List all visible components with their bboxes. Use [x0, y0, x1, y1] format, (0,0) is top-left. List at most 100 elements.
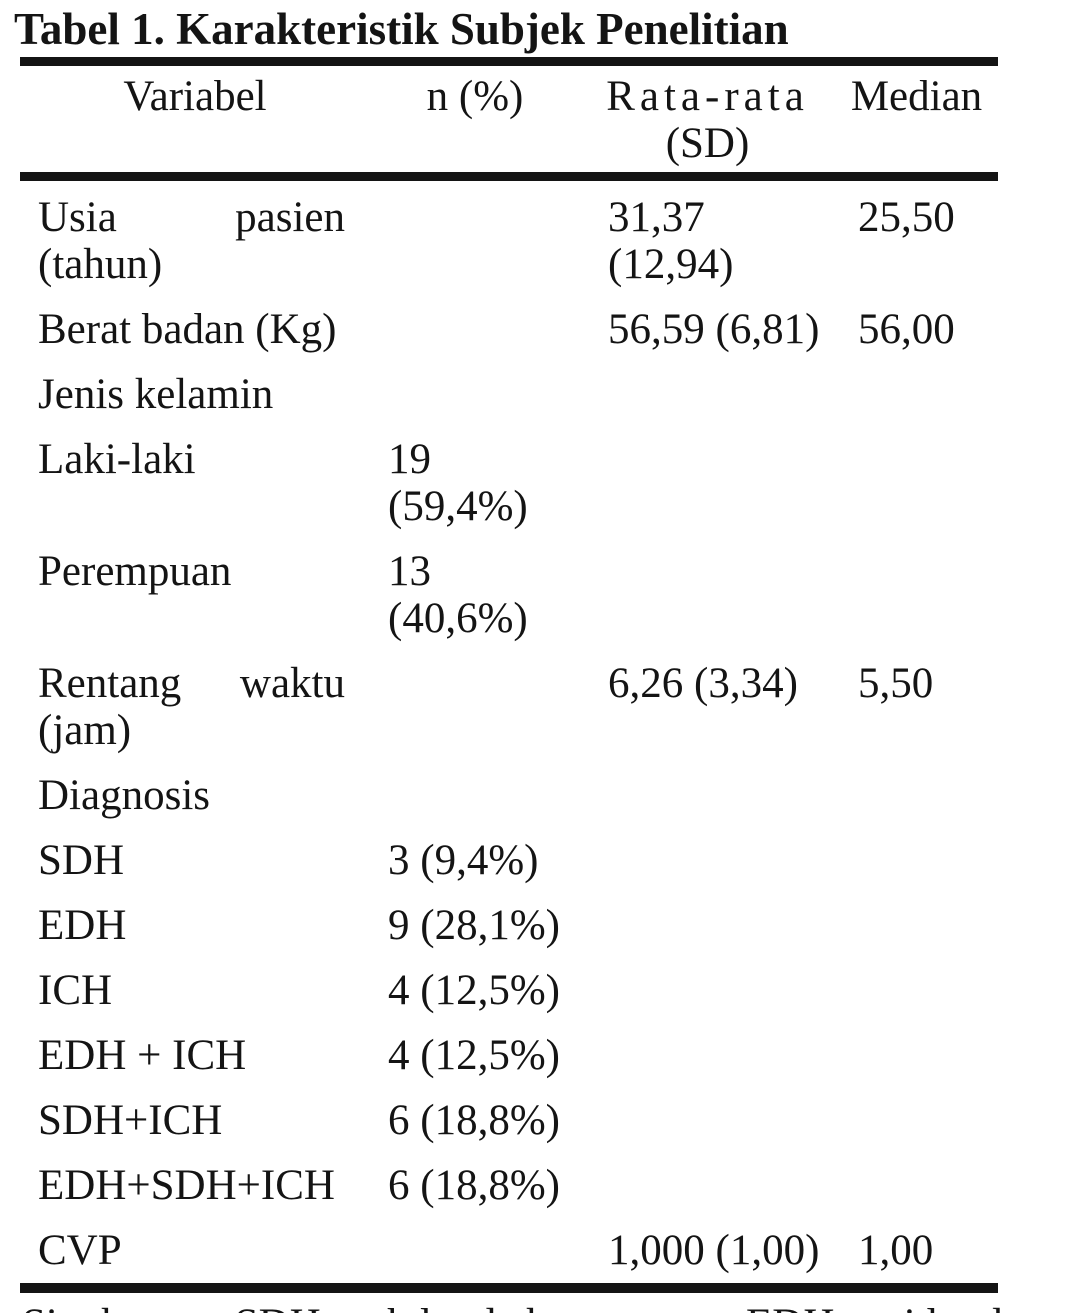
table-body: Usia pasien (tahun) 31,37 (12,94) 25,50 Berat … [20, 177, 998, 1289]
row-n-percent-value: 4 (12,5%) [388, 967, 560, 1014]
table-row: SDH+ICH 6 (18,8%) [20, 1088, 998, 1153]
row-median-cell [835, 1023, 998, 1088]
row-n-percent-cell [370, 651, 580, 763]
row-mean-sd-cell: 1,000 (1,00) [580, 1218, 835, 1288]
row-label-cell: SDH+ICH [20, 1088, 370, 1153]
row-n-percent-value: 6 (18,8%) [388, 1097, 560, 1144]
row-n-percent-cell [370, 297, 580, 362]
row-label-cell: SDH [20, 828, 370, 893]
row-median-cell: 1,00 [835, 1218, 998, 1288]
row-label: EDH [38, 902, 127, 949]
row-mean-sd-cell [580, 828, 835, 893]
table-container: Variabel n (%) Rata-rata (SD) Median Usi… [20, 57, 998, 1293]
row-label: Perempuan [38, 548, 232, 595]
row-label: CVP [38, 1227, 122, 1274]
row-n-percent-cell: 6 (18,8%) [370, 1088, 580, 1153]
row-n-percent-cell: 19 (59,4%) [370, 427, 580, 539]
header-sd: (SD) [665, 120, 750, 167]
row-label-word: Usia [38, 194, 117, 241]
header-variabel: Variabel [20, 61, 370, 181]
table-row: Berat badan (Kg) 56,59 (6,81) 56,00 [20, 297, 998, 362]
row-label-cell: ICH [20, 958, 370, 1023]
table-row: CVP 1,000 (1,00) 1,00 [20, 1218, 998, 1288]
row-label-line2: (jam) [38, 707, 132, 754]
row-n-percent-cell: 13 (40,6%) [370, 539, 580, 651]
row-label-cell: CVP [20, 1218, 370, 1288]
row-label-word: waktu [239, 660, 345, 707]
row-label-justified: Usia pasien [38, 194, 345, 241]
footnote: Singkatan: SDH subdural hematoma; EDH ep… [22, 1301, 1004, 1313]
row-n-percent-cell: 6 (18,8%) [370, 1153, 580, 1218]
row-label-cell: Rentang waktu (jam) [20, 651, 370, 763]
row-mean-sd-cell [580, 1023, 835, 1088]
row-n-percent-value: 19 (59,4%) [388, 436, 528, 530]
row-label-word: pasien [235, 194, 345, 241]
row-label: ICH [38, 967, 113, 1014]
row-label-cell: EDH+SDH+ICH [20, 1153, 370, 1218]
row-n-percent-cell: 4 (12,5%) [370, 1023, 580, 1088]
row-label-word: Rentang [38, 660, 182, 707]
row-label-justified: Rentang waktu [38, 660, 345, 707]
table-row: Jenis kelamin [20, 362, 998, 427]
row-median-cell: 56,00 [835, 297, 998, 362]
row-label-cell: Jenis kelamin [20, 362, 370, 427]
table-row: EDH 9 (28,1%) [20, 893, 998, 958]
row-mean-sd-cell [580, 1088, 835, 1153]
row-mean-sd-value: 1,000 (1,00) [608, 1227, 820, 1274]
row-label: EDH + ICH [38, 1032, 247, 1079]
row-label: SDH [38, 837, 125, 884]
header-median: Median [835, 61, 998, 181]
row-n-percent-cell: 4 (12,5%) [370, 958, 580, 1023]
table-header: Variabel n (%) Rata-rata (SD) Median [20, 61, 998, 181]
row-label-cell: Usia pasien (tahun) [20, 177, 370, 298]
table-row: EDH+SDH+ICH 6 (18,8%) [20, 1153, 998, 1218]
row-n-percent-value: 6 (18,8%) [388, 1162, 560, 1209]
row-median-cell [835, 1088, 998, 1153]
row-n-percent-value: 3 (9,4%) [388, 837, 539, 884]
row-median-cell [835, 828, 998, 893]
table-row: EDH + ICH 4 (12,5%) [20, 1023, 998, 1088]
header-rata-rata-sd: Rata-rata (SD) [580, 61, 835, 181]
row-median-cell [835, 427, 998, 539]
table-row: ICH 4 (12,5%) [20, 958, 998, 1023]
row-label: Berat badan (Kg) [38, 306, 337, 353]
header-n-percent: n (%) [370, 61, 580, 181]
row-mean-sd-value: 6,26 (3,34) [608, 660, 798, 707]
row-n-percent-cell: 3 (9,4%) [370, 828, 580, 893]
row-label-cell: Diagnosis [20, 763, 370, 828]
table-row: Rentang waktu (jam) 6,26 (3,34) 5,50 [20, 651, 998, 763]
row-label: Laki-laki [38, 436, 196, 483]
row-label: Diagnosis [38, 772, 210, 819]
row-label: Jenis kelamin [38, 371, 274, 418]
row-label: EDH+SDH+ICH [38, 1162, 335, 1209]
row-median-value: 56,00 [858, 306, 955, 353]
table-row: Diagnosis [20, 763, 998, 828]
row-mean-sd-cell: 6,26 (3,34) [580, 651, 835, 763]
row-median-cell [835, 763, 998, 828]
row-n-percent-cell [370, 177, 580, 298]
row-mean-sd-cell: 31,37 (12,94) [580, 177, 835, 298]
row-label-cell: Perempuan [20, 539, 370, 651]
page: Tabel 1. Karakteristik Subjek Penelitian… [0, 4, 1068, 1313]
header-rata-rata: Rata-rata [606, 73, 809, 120]
row-mean-sd-value: 31,37 [608, 194, 705, 241]
row-label: SDH+ICH [38, 1097, 223, 1144]
row-n-percent-value: 4 (12,5%) [388, 1032, 560, 1079]
row-mean-sd-cell [580, 763, 835, 828]
footnote-line1: Singkatan: SDH subdural hematoma; EDH ep… [22, 1301, 1004, 1313]
row-mean-sd-cell [580, 427, 835, 539]
row-mean-sd-cell [580, 539, 835, 651]
row-mean-sd-value: (12,94) [608, 241, 734, 288]
row-n-percent-cell [370, 1218, 580, 1288]
row-label-cell: Laki-laki [20, 427, 370, 539]
row-median-cell [835, 362, 998, 427]
row-n-percent-value: 13 (40,6%) [388, 548, 528, 642]
row-median-value: 25,50 [858, 194, 955, 241]
row-label-cell: EDH + ICH [20, 1023, 370, 1088]
row-label-cell: EDH [20, 893, 370, 958]
header-row: Variabel n (%) Rata-rata (SD) Median [20, 61, 998, 181]
row-mean-sd-value: 56,59 (6,81) [608, 306, 820, 353]
row-mean-sd-cell [580, 958, 835, 1023]
row-n-percent-cell [370, 763, 580, 828]
table-row: Laki-laki 19 (59,4%) [20, 427, 998, 539]
